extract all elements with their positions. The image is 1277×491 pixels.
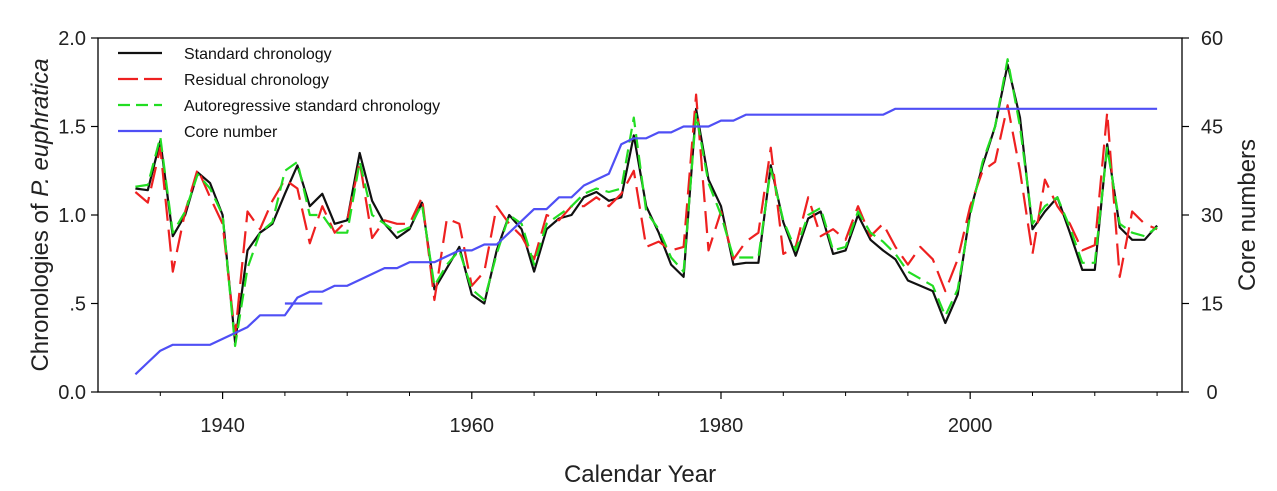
plot-frame (97, 37, 1183, 393)
series-layer (134, 58, 1158, 376)
series-line-3 (134, 107, 1158, 376)
x-axis-title: Calendar Year (564, 461, 716, 488)
y-right-tick-label: 0 (1206, 382, 1217, 404)
y-left-tick-label: 1.0 (58, 205, 86, 227)
y-left-tick-label: 0.0 (58, 382, 86, 404)
y-left-tick-label: 1.5 (58, 117, 86, 139)
y-left-title-species: P. euphratica (27, 58, 54, 196)
y-left-axis-title: Chronologies of P. euphratica (27, 58, 54, 371)
y-left-title-prefix: Chronologies of (27, 197, 54, 372)
legend-label-3: Core number (184, 124, 278, 141)
legend-label-0: Standard chronology (184, 46, 332, 63)
y-left-tick-label: 2.0 (58, 28, 86, 50)
series-line-1 (134, 93, 1158, 337)
legend-label-1: Residual chronology (184, 72, 329, 89)
axes-layer: 1940 1960 1980 2000 0.0 .5 1.0 1.5 2.0 0 15 30 45 60 C… (27, 28, 1261, 488)
legend: Standard chronology Residual chronology Au… (118, 46, 440, 141)
x-tick-label: 1940 (200, 415, 245, 437)
y-right-tick-label: 30 (1201, 205, 1223, 227)
y-left-tick-label: .5 (69, 294, 86, 316)
x-tick-label: 1980 (699, 415, 744, 437)
x-tick-label: 1960 (450, 415, 495, 437)
y-right-tick-label: 60 (1201, 28, 1223, 50)
series-line-2 (135, 58, 1158, 348)
y-right-axis-title: Core numbers (1234, 139, 1261, 291)
x-tick-label: 2000 (948, 415, 993, 437)
y-right-tick-label: 45 (1201, 117, 1223, 139)
y-right-tick-label: 15 (1201, 294, 1223, 316)
legend-label-2: Autoregressive standard chronology (184, 98, 440, 115)
